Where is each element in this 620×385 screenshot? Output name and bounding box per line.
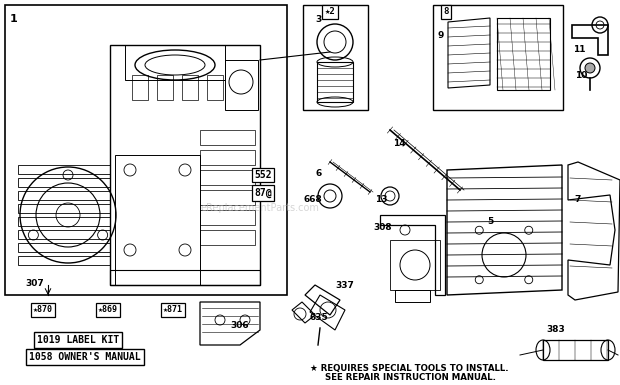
Circle shape xyxy=(585,63,595,73)
Text: eReplacementParts.com: eReplacementParts.com xyxy=(201,203,320,213)
Text: 5: 5 xyxy=(487,218,494,226)
Text: ★ REQUIRES SPECIAL TOOLS TO INSTALL.: ★ REQUIRES SPECIAL TOOLS TO INSTALL. xyxy=(310,363,508,373)
Text: 1: 1 xyxy=(10,14,18,24)
Text: 9: 9 xyxy=(437,30,443,40)
Bar xyxy=(303,5,368,110)
Text: 11: 11 xyxy=(573,45,585,55)
Text: 1058 OWNER'S MANUAL: 1058 OWNER'S MANUAL xyxy=(29,352,141,362)
Text: 10: 10 xyxy=(575,70,587,79)
Text: ★2: ★2 xyxy=(325,7,335,17)
Text: ★869: ★869 xyxy=(98,306,118,315)
Text: 7: 7 xyxy=(574,196,580,204)
Text: 306: 306 xyxy=(230,320,249,330)
Text: 13: 13 xyxy=(375,196,388,204)
Text: 6: 6 xyxy=(315,169,321,177)
Text: 1019 LABEL KIT: 1019 LABEL KIT xyxy=(37,335,119,345)
Text: 668: 668 xyxy=(303,196,322,204)
Bar xyxy=(433,5,563,110)
Text: ★870: ★870 xyxy=(33,306,53,315)
Text: 552: 552 xyxy=(254,170,272,180)
Text: 308: 308 xyxy=(373,224,392,233)
Text: 307: 307 xyxy=(25,278,44,288)
Text: 87@: 87@ xyxy=(254,188,272,198)
Text: 337: 337 xyxy=(335,281,354,290)
Text: 14: 14 xyxy=(393,139,405,147)
Text: 635: 635 xyxy=(310,313,329,323)
Bar xyxy=(5,5,287,295)
Text: ★871: ★871 xyxy=(163,306,183,315)
Text: 8: 8 xyxy=(443,7,449,17)
Text: SEE REPAIR INSTRUCTION MANUAL.: SEE REPAIR INSTRUCTION MANUAL. xyxy=(325,373,496,383)
Text: 3: 3 xyxy=(315,15,321,25)
Text: 383: 383 xyxy=(546,325,565,335)
